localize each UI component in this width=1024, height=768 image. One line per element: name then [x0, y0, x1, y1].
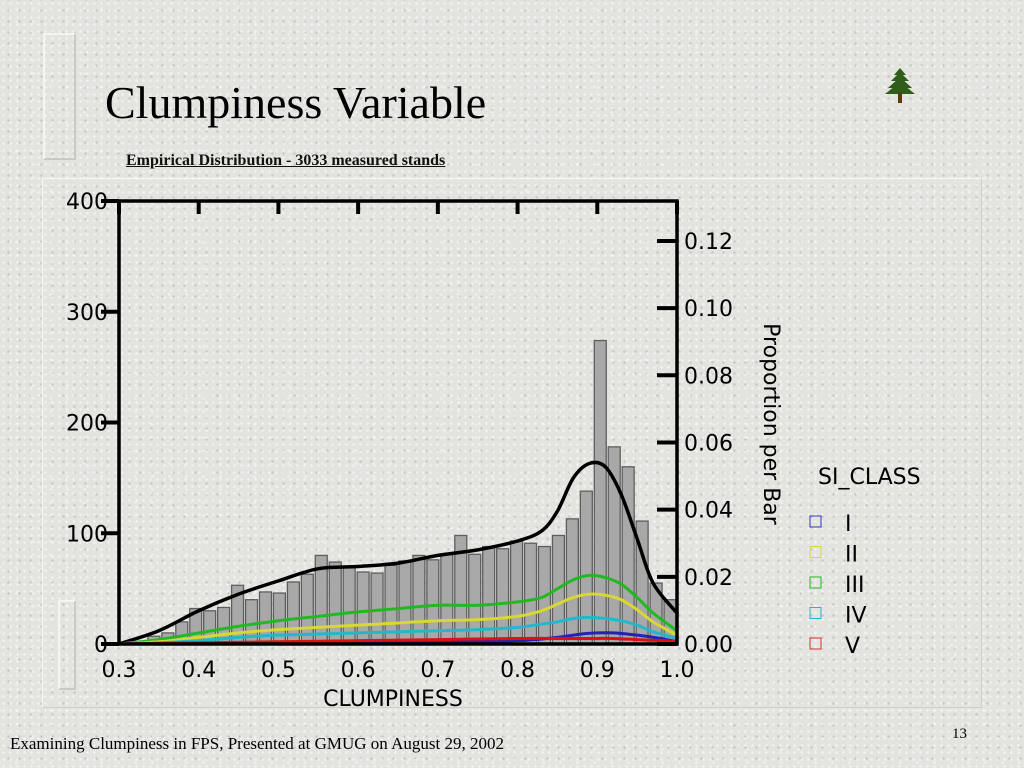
x-tick-label: 1.0	[660, 658, 695, 683]
pine-tree-icon	[885, 68, 915, 103]
x-tick-label: 0.7	[420, 658, 455, 683]
legend-label: V	[845, 634, 860, 659]
x-tick-label: 0.6	[341, 658, 376, 683]
y-right-tick-label: 0.00	[684, 633, 733, 658]
legend-label: I	[845, 512, 852, 537]
y-right-tick-label: 0.04	[684, 499, 733, 524]
y-tick-label: 200	[66, 412, 108, 437]
y-tick-label: 100	[66, 522, 108, 547]
x-tick-label: 0.4	[181, 658, 216, 683]
series-line-iv	[117, 615, 679, 646]
histogram-bar	[579, 490, 593, 645]
y-tick-label: 300	[66, 301, 108, 326]
histogram-bar	[523, 542, 538, 645]
legend-swatch	[809, 576, 822, 589]
series-line-ii	[117, 592, 679, 646]
legend-swatch	[809, 515, 822, 528]
chart-subtitle: Empirical Distribution - 3033 measured s…	[126, 152, 446, 169]
legend-swatch	[809, 607, 822, 619]
plot-frame	[117, 199, 679, 646]
legend-swatch	[809, 637, 822, 650]
y-axis-right-label: Proportion per Bar	[758, 323, 783, 526]
y-right-tick-label: 0.02	[684, 566, 733, 591]
footer-text: Examining Clumpiness in FPS, Presented a…	[10, 734, 504, 753]
histogram-bar	[593, 339, 607, 645]
legend-label: II	[845, 543, 858, 568]
slide-title: Clumpiness Variable	[105, 77, 487, 128]
decorative-left-bar-lower	[58, 600, 76, 690]
y-right-tick-label: 0.06	[684, 431, 733, 456]
y-tick-label: 400	[66, 190, 108, 215]
y-right-tick-label: 0.10	[684, 297, 733, 322]
y-right-tick-label: 0.08	[684, 364, 733, 389]
legend-label: III	[845, 573, 864, 598]
y-right-tick-label: 0.12	[684, 230, 733, 255]
x-tick-label: 0.8	[500, 658, 535, 683]
decorative-left-bar	[43, 33, 76, 160]
legend-swatch	[809, 546, 822, 558]
y-tick-label: 0	[94, 633, 108, 658]
page-number: 13	[952, 726, 967, 742]
histogram-bar	[621, 466, 635, 645]
legend-label: IV	[845, 604, 867, 629]
series-line-total	[117, 460, 679, 646]
chart-panel	[42, 178, 982, 708]
x-tick-label: 0.3	[102, 658, 137, 683]
x-tick-label: 0.9	[580, 658, 615, 683]
histogram-bar	[328, 561, 342, 645]
series-line-v	[117, 636, 679, 646]
x-axis-label: CLUMPINESS	[323, 687, 463, 712]
legend-title: SI_CLASS	[818, 465, 921, 490]
x-tick-label: 0.5	[261, 658, 296, 683]
series-line-iii	[117, 573, 679, 646]
